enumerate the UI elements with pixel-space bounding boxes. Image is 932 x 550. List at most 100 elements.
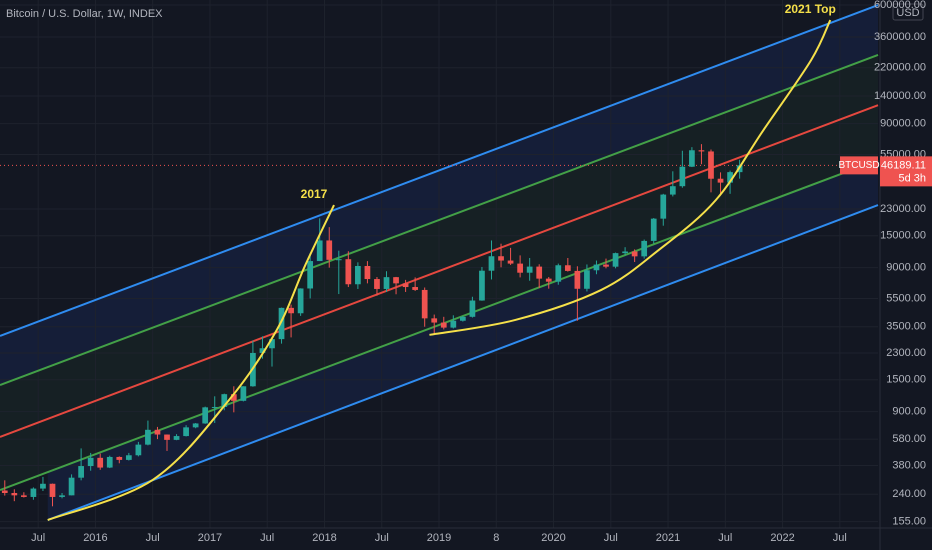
candle-body — [78, 466, 84, 478]
y-tick-label: 1500.00 — [886, 374, 926, 386]
candle-body — [498, 256, 504, 261]
candle-body — [297, 288, 304, 314]
y-tick-label: 140000.00 — [874, 90, 926, 102]
candle-body — [345, 259, 352, 285]
candle-body — [421, 289, 428, 319]
candle-body — [526, 266, 533, 273]
y-tick-label: 240.00 — [892, 488, 926, 500]
x-tick-label: Jul — [718, 532, 732, 544]
y-tick-label: 15000.00 — [880, 230, 926, 242]
candle-body — [288, 307, 294, 314]
candle-body — [259, 348, 266, 353]
candle-body — [278, 307, 285, 340]
y-tick-label: 5500.00 — [886, 292, 926, 304]
y-tick-label: 3500.00 — [886, 321, 926, 333]
candle-body — [622, 251, 628, 254]
channel-line — [0, 104, 879, 438]
last-price-tag — [880, 156, 932, 187]
candle-body — [412, 287, 419, 290]
chart-title: Bitcoin / U.S. Dollar, 1W, INDEX — [6, 8, 163, 20]
candle-body — [125, 455, 132, 460]
x-tick-label: 2020 — [541, 532, 565, 544]
candle-body — [698, 150, 705, 152]
candle-body — [202, 407, 209, 424]
candle-body — [335, 259, 342, 261]
channel-line — [0, 54, 879, 386]
candle-body — [450, 320, 457, 328]
candle-body — [631, 251, 638, 257]
y-tick-label: 580.00 — [892, 433, 926, 445]
x-tick-label: 2019 — [427, 532, 451, 544]
candle-body — [612, 253, 619, 267]
candle-body — [164, 434, 170, 440]
x-tick-label: Jul — [604, 532, 618, 544]
candle-body — [564, 265, 571, 271]
candle-body — [11, 493, 18, 496]
candle-body — [145, 429, 151, 445]
y-tick-label: 360000.00 — [874, 31, 926, 43]
candle-body — [154, 429, 161, 435]
candle-body — [135, 444, 142, 456]
candle-body — [536, 266, 543, 279]
curve-label: 2017 — [301, 187, 328, 201]
candle-body — [183, 427, 189, 437]
x-tick-label: Jul — [31, 532, 45, 544]
candle-body — [374, 279, 380, 289]
candle-body — [97, 457, 104, 468]
candle-body — [40, 483, 46, 489]
candle-body — [507, 260, 514, 264]
y-tick-label: 380.00 — [892, 459, 926, 471]
candle-body — [660, 194, 667, 219]
x-tick-label: 8 — [493, 532, 499, 544]
x-tick-label: 2018 — [312, 532, 336, 544]
channel-fill — [47, 160, 878, 521]
candle-body — [1, 490, 8, 494]
candle-body — [431, 318, 438, 323]
candle-body — [402, 283, 409, 288]
currency: USD — [896, 7, 919, 19]
x-tick-label: Jul — [833, 532, 847, 544]
candle-body — [650, 218, 657, 241]
candle-body — [708, 151, 714, 179]
candle-body — [545, 278, 552, 282]
candle-body — [393, 277, 399, 284]
parabolic-curve — [47, 204, 335, 521]
y-tick-label: 9000.00 — [886, 262, 926, 274]
candle-body — [574, 270, 581, 289]
candle-body — [679, 166, 686, 187]
candle-body — [383, 277, 390, 289]
candle-body — [211, 406, 218, 408]
candle-body — [221, 394, 228, 407]
candle-body — [316, 240, 323, 262]
candle-body — [593, 264, 600, 271]
x-tick-label: 2017 — [198, 532, 222, 544]
y-tick-label: 155.00 — [892, 516, 926, 528]
last-price-label: 46189.11 — [881, 159, 926, 171]
candle-body — [230, 394, 237, 401]
y-tick-label: 23000.00 — [880, 203, 926, 215]
candle-body — [116, 456, 123, 460]
x-tick-label: 2022 — [770, 532, 794, 544]
x-tick-label: Jul — [260, 532, 274, 544]
candle-body — [106, 456, 113, 468]
candle-body — [59, 495, 65, 497]
candle-body — [68, 477, 75, 496]
curve-label: 2021 Top — [785, 2, 836, 16]
currency-box[interactable] — [892, 3, 924, 21]
y-tick-label: 600000.00 — [874, 0, 926, 11]
candle-body — [87, 457, 94, 467]
candle-body — [603, 264, 609, 267]
channel-line — [0, 4, 879, 337]
candle-body — [269, 339, 275, 349]
candle-body — [555, 265, 562, 282]
candle-body — [469, 300, 476, 317]
candle-body — [669, 186, 676, 195]
x-tick-label: Jul — [146, 532, 160, 544]
x-tick-label: 2021 — [656, 532, 680, 544]
x-tick-label: Jul — [375, 532, 389, 544]
symbol-tag — [840, 156, 878, 175]
candle-body — [173, 436, 180, 440]
candle-body — [364, 265, 371, 280]
